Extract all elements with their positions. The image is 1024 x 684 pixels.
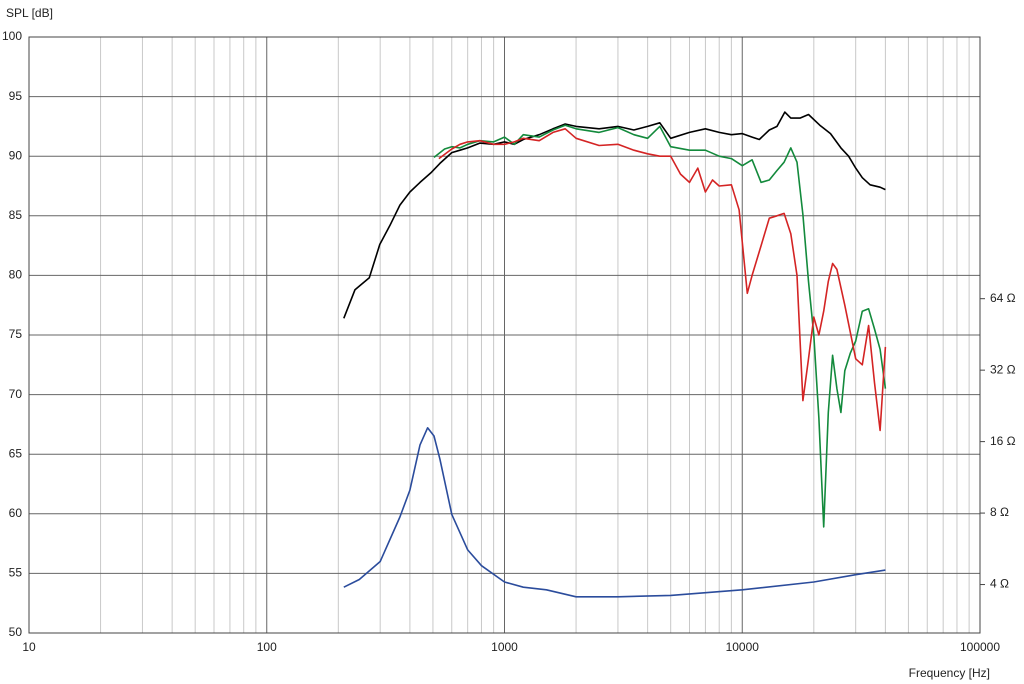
x-tick-label: 100 [257,640,277,654]
y2-tick-label: 4 Ω [990,577,1009,591]
x-tick-label: 1000 [491,640,518,654]
y2-tick-label: 8 Ω [990,505,1009,519]
y-tick-label: 100 [2,29,22,43]
y-tick-label: 95 [9,89,23,103]
y-tick-label: 70 [9,387,23,401]
x-tick-label: 10000 [726,640,760,654]
y-tick-label: 80 [9,268,23,282]
x-tick-label: 10 [22,640,36,654]
series-line [433,124,887,528]
x-axis-label: Frequency [Hz] [909,666,990,680]
x-tick-label: 100000 [960,640,1000,654]
series-line [343,427,886,598]
y-tick-label: 55 [9,566,23,580]
y-tick-label: 65 [9,446,23,460]
y-tick-label: 60 [9,506,23,520]
series-line [438,128,887,432]
y-tick-label: 85 [9,208,23,222]
y-tick-label: 75 [9,327,23,341]
plot-frame [28,36,981,634]
y-axis-label: SPL [dB] [6,6,53,20]
series-line [343,111,886,319]
y-tick-label: 90 [9,148,23,162]
y2-tick-label: 16 Ω [990,434,1016,448]
y-tick-label: 50 [9,625,23,639]
y2-tick-label: 32 Ω [990,362,1016,376]
y2-tick-label: 64 Ω [990,291,1016,305]
